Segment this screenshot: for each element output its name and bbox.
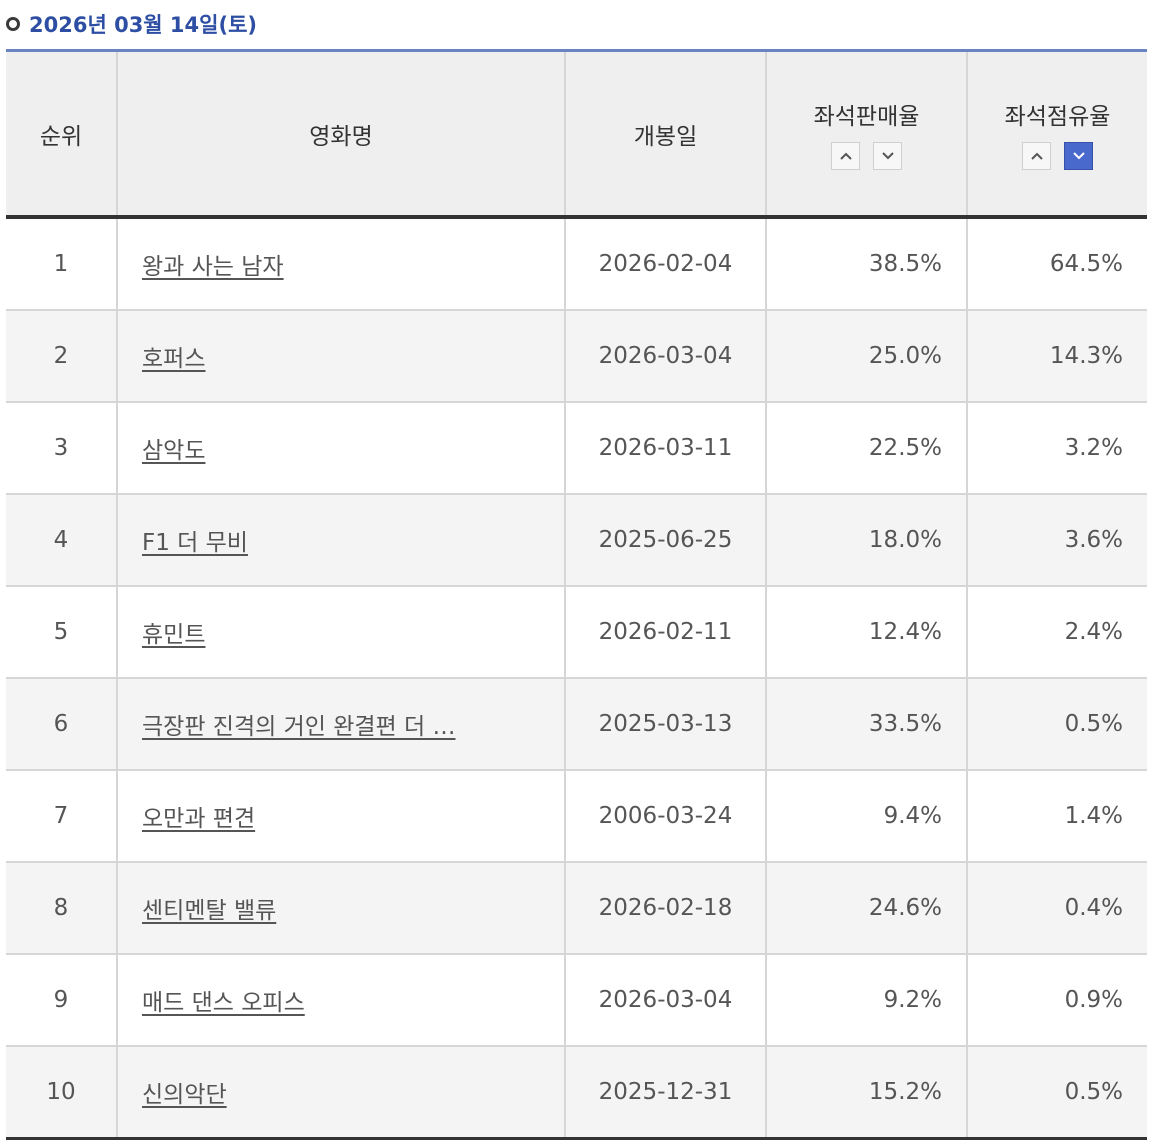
sort-descending-button[interactable] [873, 142, 902, 170]
table-row: 10 신의악단 2025-12-31 15.2% 0.5% [6, 1046, 1147, 1140]
table-row: 4 F1 더 무비 2025-06-25 18.0% 3.6% [6, 494, 1147, 587]
release-date-cell: 2025-03-13 [564, 678, 767, 771]
movie-title-link[interactable]: 휴민트 [142, 622, 206, 648]
column-header-seat-sales-rate: 좌석판매율 [765, 52, 968, 219]
movie-title-link[interactable]: 왕과 사는 남자 [142, 254, 284, 280]
movie-title-link[interactable]: 오만과 편견 [142, 806, 256, 832]
title-cell: 왕과 사는 남자 [116, 217, 566, 311]
chevron-up-icon [839, 152, 852, 160]
seat-share-rate-cell: 0.4% [966, 862, 1147, 955]
column-header-label: 좌석판매율 [813, 104, 920, 130]
chevron-down-icon [881, 152, 894, 160]
release-date-cell: 2026-02-04 [564, 217, 767, 311]
rank-cell: 2 [6, 310, 118, 403]
chevron-down-icon [1072, 152, 1085, 160]
rank-cell: 1 [6, 217, 118, 311]
seat-sales-rate-cell: 18.0% [765, 494, 968, 587]
movie-title-link[interactable]: 센티멘탈 밸류 [142, 898, 277, 924]
rank-cell: 4 [6, 494, 118, 587]
rank-cell: 8 [6, 862, 118, 955]
seat-share-rate-cell: 0.5% [966, 1046, 1147, 1140]
release-date-cell: 2006-03-24 [564, 770, 767, 863]
seat-sales-rate-cell: 9.2% [765, 954, 968, 1047]
circle-bullet-icon [6, 17, 20, 31]
seat-sales-rate-cell: 38.5% [765, 217, 968, 311]
movie-title-link[interactable]: 호퍼스 [142, 346, 206, 372]
table-row: 6 극장판 진격의 거인 완결편 더 … 2025-03-13 33.5% 0.… [6, 678, 1147, 771]
date-title: 2026년 03월 14일(토) [29, 13, 257, 37]
rank-cell: 5 [6, 586, 118, 679]
table-row: 3 삼악도 2026-03-11 22.5% 3.2% [6, 402, 1147, 495]
title-cell: 매드 댄스 오피스 [116, 954, 566, 1047]
box-office-table: 순위 영화명 개봉일 좌석판매율 [6, 52, 1147, 1140]
table-row: 1 왕과 사는 남자 2026-02-04 38.5% 64.5% [6, 217, 1147, 311]
seat-sales-rate-cell: 33.5% [765, 678, 968, 771]
column-header-rank: 순위 [6, 52, 118, 219]
table-header-row: 순위 영화명 개봉일 좌석판매율 [6, 52, 1147, 219]
chevron-up-icon [1030, 152, 1043, 160]
release-date-cell: 2026-03-04 [564, 310, 767, 403]
sort-controls-seat-share [1022, 142, 1093, 170]
movie-title-link[interactable]: F1 더 무비 [142, 530, 248, 556]
table-row: 5 휴민트 2026-02-11 12.4% 2.4% [6, 586, 1147, 679]
sort-descending-button-active[interactable] [1064, 142, 1093, 170]
release-date-cell: 2026-02-11 [564, 586, 767, 679]
release-date-cell: 2026-02-18 [564, 862, 767, 955]
release-date-cell: 2026-03-11 [564, 402, 767, 495]
column-header-seat-share-rate: 좌석점유율 [966, 52, 1147, 219]
seat-share-rate-cell: 0.9% [966, 954, 1147, 1047]
movie-title-link[interactable]: 매드 댄스 오피스 [142, 990, 305, 1016]
column-header-release-date: 개봉일 [564, 52, 767, 219]
title-cell: 삼악도 [116, 402, 566, 495]
movie-title-link[interactable]: 삼악도 [142, 438, 206, 464]
column-header-label: 좌석점유율 [1004, 104, 1111, 130]
seat-share-rate-cell: 1.4% [966, 770, 1147, 863]
rank-cell: 7 [6, 770, 118, 863]
date-header: 2026년 03월 14일(토) [6, 6, 257, 42]
title-cell: 휴민트 [116, 586, 566, 679]
sort-ascending-button[interactable] [831, 142, 860, 170]
seat-share-rate-cell: 0.5% [966, 678, 1147, 771]
seat-sales-rate-cell: 25.0% [765, 310, 968, 403]
rank-cell: 9 [6, 954, 118, 1047]
seat-sales-rate-cell: 22.5% [765, 402, 968, 495]
table-row: 9 매드 댄스 오피스 2026-03-04 9.2% 0.9% [6, 954, 1147, 1047]
rank-cell: 6 [6, 678, 118, 771]
title-cell: 극장판 진격의 거인 완결편 더 … [116, 678, 566, 771]
seat-share-rate-cell: 2.4% [966, 586, 1147, 679]
title-cell: 센티멘탈 밸류 [116, 862, 566, 955]
title-cell: 신의악단 [116, 1046, 566, 1140]
release-date-cell: 2025-12-31 [564, 1046, 767, 1140]
seat-sales-rate-cell: 15.2% [765, 1046, 968, 1140]
title-cell: 호퍼스 [116, 310, 566, 403]
seat-sales-rate-cell: 12.4% [765, 586, 968, 679]
seat-share-rate-cell: 14.3% [966, 310, 1147, 403]
release-date-cell: 2026-03-04 [564, 954, 767, 1047]
rank-cell: 3 [6, 402, 118, 495]
seat-share-rate-cell: 3.2% [966, 402, 1147, 495]
rank-cell: 10 [6, 1046, 118, 1140]
movie-title-link[interactable]: 극장판 진격의 거인 완결편 더 … [142, 714, 456, 740]
seat-sales-rate-cell: 9.4% [765, 770, 968, 863]
title-cell: F1 더 무비 [116, 494, 566, 587]
title-cell: 오만과 편견 [116, 770, 566, 863]
seat-share-rate-cell: 64.5% [966, 217, 1147, 311]
box-office-table-container: 순위 영화명 개봉일 좌석판매율 [6, 49, 1147, 1140]
sort-ascending-button[interactable] [1022, 142, 1051, 170]
sort-controls-seat-sales [831, 142, 902, 170]
seat-sales-rate-cell: 24.6% [765, 862, 968, 955]
table-row: 8 센티멘탈 밸류 2026-02-18 24.6% 0.4% [6, 862, 1147, 955]
table-row: 7 오만과 편견 2006-03-24 9.4% 1.4% [6, 770, 1147, 863]
table-row: 2 호퍼스 2026-03-04 25.0% 14.3% [6, 310, 1147, 403]
seat-share-rate-cell: 3.6% [966, 494, 1147, 587]
movie-title-link[interactable]: 신의악단 [142, 1082, 227, 1108]
release-date-cell: 2025-06-25 [564, 494, 767, 587]
column-header-title: 영화명 [116, 52, 566, 219]
